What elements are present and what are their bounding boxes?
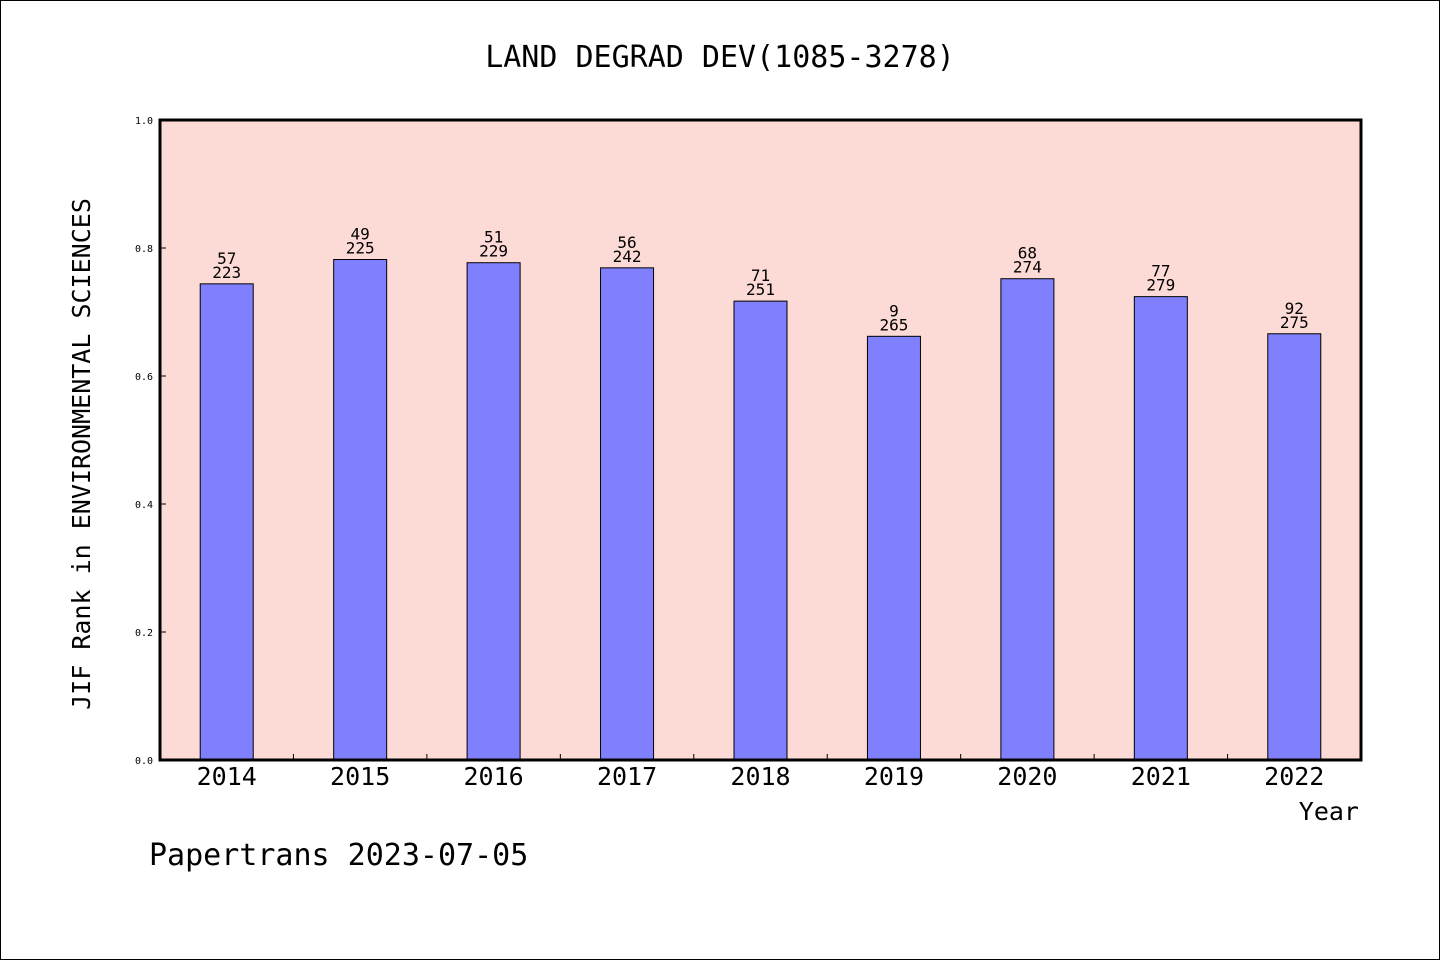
chart-title: LAND DEGRAD DEV(1085-3278) [485, 40, 955, 75]
bar-rank-label: 9 [889, 301, 899, 320]
y-tick-label: 0.4 [135, 500, 153, 511]
bar-2019 [866, 335, 921, 761]
bar-rank-label: 57 [217, 249, 236, 268]
bar-rank-label: 71 [751, 266, 770, 285]
x-tick-label: 2020 [997, 762, 1057, 791]
bar-rank-label: 68 [1018, 244, 1037, 263]
x-tick-label: 2019 [864, 762, 924, 791]
bar-2021 [1133, 296, 1188, 761]
bar-2015 [333, 259, 388, 761]
bar-rank-label: 49 [351, 225, 370, 244]
bar-total-label: 279 [1146, 276, 1175, 295]
x-tick-label: 2016 [464, 762, 524, 791]
bar-2017 [600, 267, 655, 761]
x-axis-label: Year [1299, 797, 1359, 826]
bar-rank-label: 51 [484, 228, 503, 247]
y-tick-label: 0.0 [135, 756, 153, 767]
x-tick-label: 2021 [1131, 762, 1191, 791]
bar-total-label: 265 [879, 315, 908, 334]
bar-rank-label: 77 [1151, 262, 1170, 281]
bar-total-label: 251 [746, 280, 775, 299]
bar-total-label: 229 [479, 242, 508, 261]
bar-total-label: 274 [1013, 258, 1042, 277]
bar-rank-label: 56 [617, 233, 636, 252]
bar-rank-label: 92 [1285, 299, 1304, 318]
x-tick-label: 2022 [1264, 762, 1324, 791]
bar-2016 [466, 262, 521, 761]
bar-total-label: 223 [212, 263, 241, 282]
y-tick-label: 0.6 [135, 372, 153, 383]
y-tick-label: 0.8 [135, 244, 153, 255]
x-tick-label: 2015 [330, 762, 390, 791]
bar-total-label: 242 [613, 247, 642, 266]
bar-2022 [1267, 333, 1322, 761]
bar-2014 [199, 283, 254, 761]
x-tick-label: 2014 [197, 762, 257, 791]
x-axis: 2014 2015 2016 2017 2018 2019 2020 2021 2022 [197, 754, 1324, 791]
y-axis-label: JIF Rank in ENVIRONMENTAL SCIENCES [67, 198, 96, 710]
x-tick-label: 2017 [597, 762, 657, 791]
bar-2018 [733, 300, 788, 761]
y-tick-label: 1.0 [135, 116, 153, 127]
plot-border [158, 118, 1363, 762]
footer-credit: Papertrans 2023-07-05 [149, 838, 528, 873]
bar-total-label: 225 [346, 239, 375, 258]
y-tick-label: 0.2 [135, 628, 153, 639]
bar-2020 [1000, 278, 1055, 761]
bar-series [199, 259, 1322, 761]
x-tick-label: 2018 [730, 762, 790, 791]
bar-total-label: 275 [1280, 313, 1309, 332]
